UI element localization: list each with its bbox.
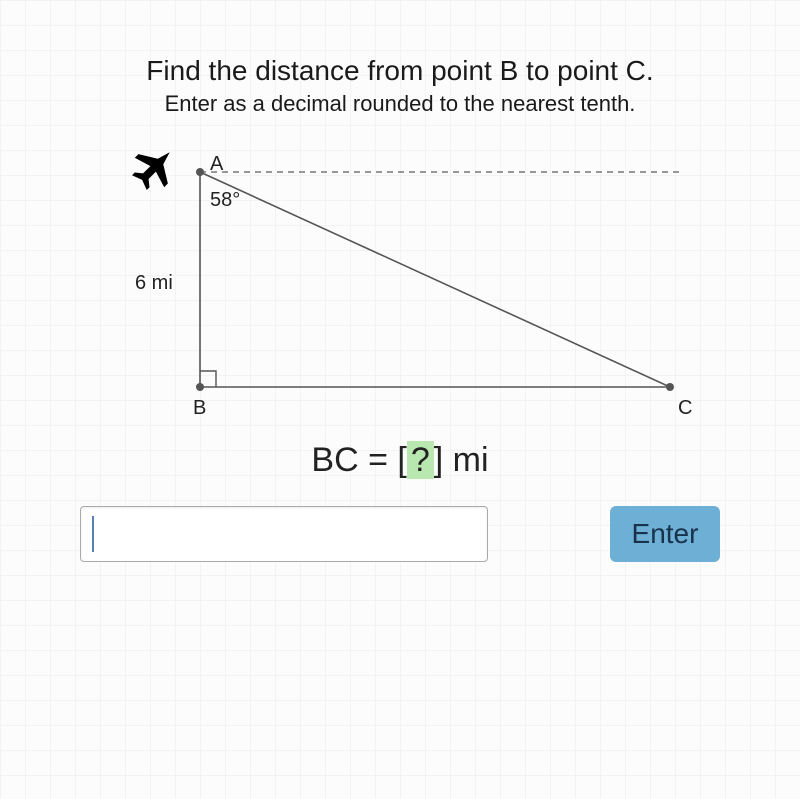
- answer-expression: BC = [?] mi: [0, 441, 800, 480]
- input-caret: [92, 516, 94, 552]
- label-c: C: [678, 397, 692, 420]
- answer-blank: ?: [407, 441, 434, 479]
- point-a: [196, 168, 204, 176]
- diagram-svg: [80, 147, 720, 437]
- answer-input[interactable]: [80, 506, 488, 562]
- question-title: Find the distance from point B to point …: [0, 55, 800, 87]
- label-a: A: [210, 153, 223, 176]
- question-subtitle: Enter as a decimal rounded to the neares…: [0, 91, 800, 117]
- airplane-icon: [125, 147, 185, 197]
- point-c: [666, 383, 674, 391]
- input-row: Enter: [80, 506, 720, 562]
- side-length-label: 6 mi: [135, 272, 173, 295]
- label-b: B: [193, 397, 206, 420]
- point-b: [196, 383, 204, 391]
- enter-button[interactable]: Enter: [610, 506, 720, 562]
- answer-suffix: ] mi: [434, 441, 489, 479]
- answer-prefix: BC = [: [311, 441, 406, 479]
- side-ac: [200, 172, 670, 387]
- angle-label: 58°: [210, 189, 240, 212]
- triangle-diagram: A B C 58° 6 mi: [80, 147, 720, 437]
